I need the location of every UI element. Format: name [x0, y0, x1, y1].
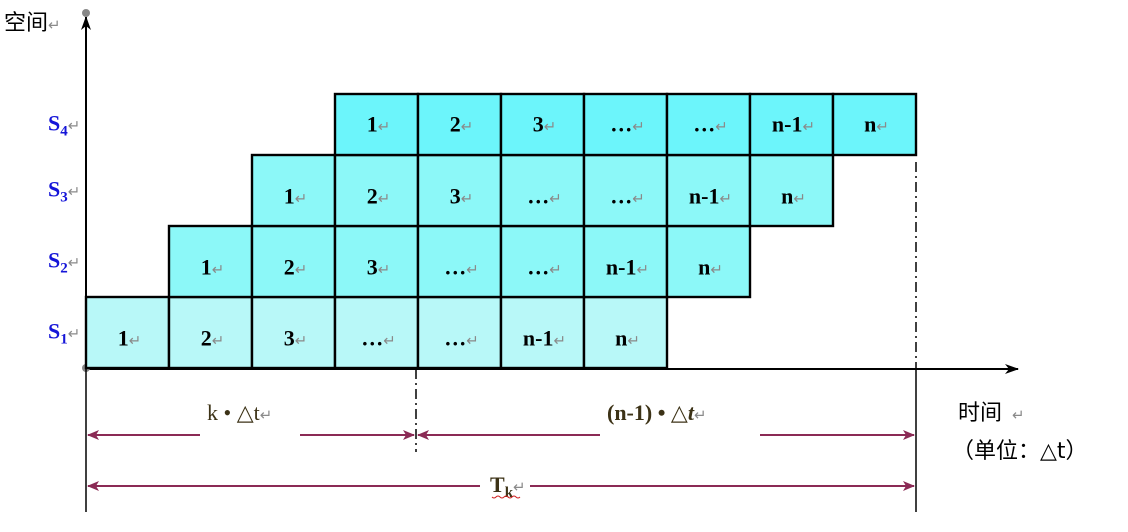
total-time-label-underline [491, 495, 521, 499]
svg-text:1↵: 1↵ [367, 112, 391, 137]
x-axis-unit-label: （单位：△t） [952, 439, 1088, 464]
stage-row-s1: 1↵ 2↵ 3↵ …↵ …↵ n-1↵ n↵ S1↵ [48, 295, 669, 370]
task-cell-s4-3: 3↵ [499, 92, 586, 157]
stage-label-s2: S2↵ [48, 248, 80, 277]
task-cell-s2-4: …↵ [416, 224, 503, 299]
task-cell-s3-5: …↵ [582, 153, 669, 228]
svg-text:…↵: …↵ [693, 112, 728, 137]
svg-text:3↵: 3↵ [367, 255, 391, 280]
svg-text:2↵: 2↵ [201, 326, 225, 351]
svg-text:…↵: …↵ [610, 184, 645, 209]
stage-row-s2: 1↵ 2↵ 3↵ …↵ …↵ n-1↵ n↵ S2↵ [48, 224, 752, 299]
stage-row-s3: 1↵ 2↵ 3↵ …↵ …↵ n-1↵ n↵ S3↵ [48, 153, 835, 228]
task-cell-s3-7: n↵ [748, 153, 835, 228]
svg-text:…↵: …↵ [444, 326, 479, 351]
svg-text:n↵: n↵ [615, 326, 640, 351]
remaining-time-label: (n-1) • △t↵ [607, 400, 707, 425]
task-cell-s2-2: 2↵ [250, 224, 337, 299]
svg-text:1↵: 1↵ [284, 184, 308, 209]
task-cell-s2-6: n-1↵ [582, 224, 669, 299]
svg-text:2↵: 2↵ [367, 184, 391, 209]
task-cell-s1-1: 1↵ [84, 295, 171, 370]
task-cell-s2-1: 1↵ [167, 224, 254, 299]
svg-text:n-1↵: n-1↵ [772, 112, 815, 137]
svg-text:1↵: 1↵ [201, 255, 225, 280]
x-axis-label: 时间 ↵ [958, 401, 1025, 426]
svg-text:3↵: 3↵ [533, 112, 557, 137]
svg-text:…↵: …↵ [527, 184, 562, 209]
task-cell-s4-2: 2↵ [416, 92, 503, 157]
task-cell-s4-7: n↵ [831, 92, 918, 157]
stage-label-s3: S3↵ [48, 177, 80, 206]
svg-text:2↵: 2↵ [450, 112, 474, 137]
svg-text:…↵: …↵ [444, 255, 479, 280]
task-cell-s1-2: 2↵ [167, 295, 254, 370]
task-cell-s3-1: 1↵ [250, 153, 337, 228]
task-cell-s4-6: n-1↵ [748, 92, 835, 157]
svg-text:n↵: n↵ [781, 184, 806, 209]
svg-text:…↵: …↵ [610, 112, 645, 137]
task-cell-s3-4: …↵ [499, 153, 586, 228]
svg-text:…↵: …↵ [527, 255, 562, 280]
task-cell-s3-2: 2↵ [333, 153, 420, 228]
svg-text:n-1↵: n-1↵ [523, 326, 566, 351]
svg-text:3↵: 3↵ [450, 184, 474, 209]
task-cell-s1-5: …↵ [416, 295, 503, 370]
svg-text:n↵: n↵ [864, 112, 889, 137]
fill-time-label: k • △t↵ [207, 400, 272, 425]
task-cell-s2-3: 3↵ [333, 224, 420, 299]
task-cell-s4-4: …↵ [582, 92, 669, 157]
svg-text:n↵: n↵ [698, 255, 723, 280]
task-cell-s4-1: 1↵ [333, 92, 420, 157]
y-axis-top-dot [82, 9, 90, 17]
svg-text:…↵: …↵ [361, 326, 396, 351]
stage-row-s4: 1↵ 2↵ 3↵ …↵ …↵ n-1↵ n↵ S4↵ [48, 92, 918, 157]
y-axis-label: 空间↵ [4, 11, 61, 36]
task-cell-s2-5: …↵ [499, 224, 586, 299]
svg-text:n-1↵: n-1↵ [606, 255, 649, 280]
task-cell-s4-5: …↵ [665, 92, 752, 157]
svg-text:3↵: 3↵ [284, 326, 308, 351]
stage-label-s1: S1↵ [48, 319, 80, 348]
task-cell-s2-7: n↵ [665, 224, 752, 299]
svg-text:1↵: 1↵ [118, 326, 142, 351]
task-cell-s1-4: …↵ [333, 295, 420, 370]
task-cell-s1-3: 3↵ [250, 295, 337, 370]
task-cell-s1-7: n↵ [582, 295, 669, 370]
task-cell-s1-6: n-1↵ [499, 295, 586, 370]
stage-label-s4: S4↵ [48, 111, 80, 140]
task-cell-s3-3: 3↵ [416, 153, 503, 228]
svg-text:2↵: 2↵ [284, 255, 308, 280]
task-cell-s3-6: n-1↵ [665, 153, 752, 228]
stage-grid: 1↵ 2↵ 3↵ …↵ …↵ n-1↵ n↵S1↵1↵ 2↵ 3↵ …↵ …↵ n-1↵ n↵S2↵1↵… [48, 92, 918, 370]
svg-text:n-1↵: n-1↵ [689, 184, 732, 209]
total-time-label: Tk↵ [490, 472, 526, 501]
